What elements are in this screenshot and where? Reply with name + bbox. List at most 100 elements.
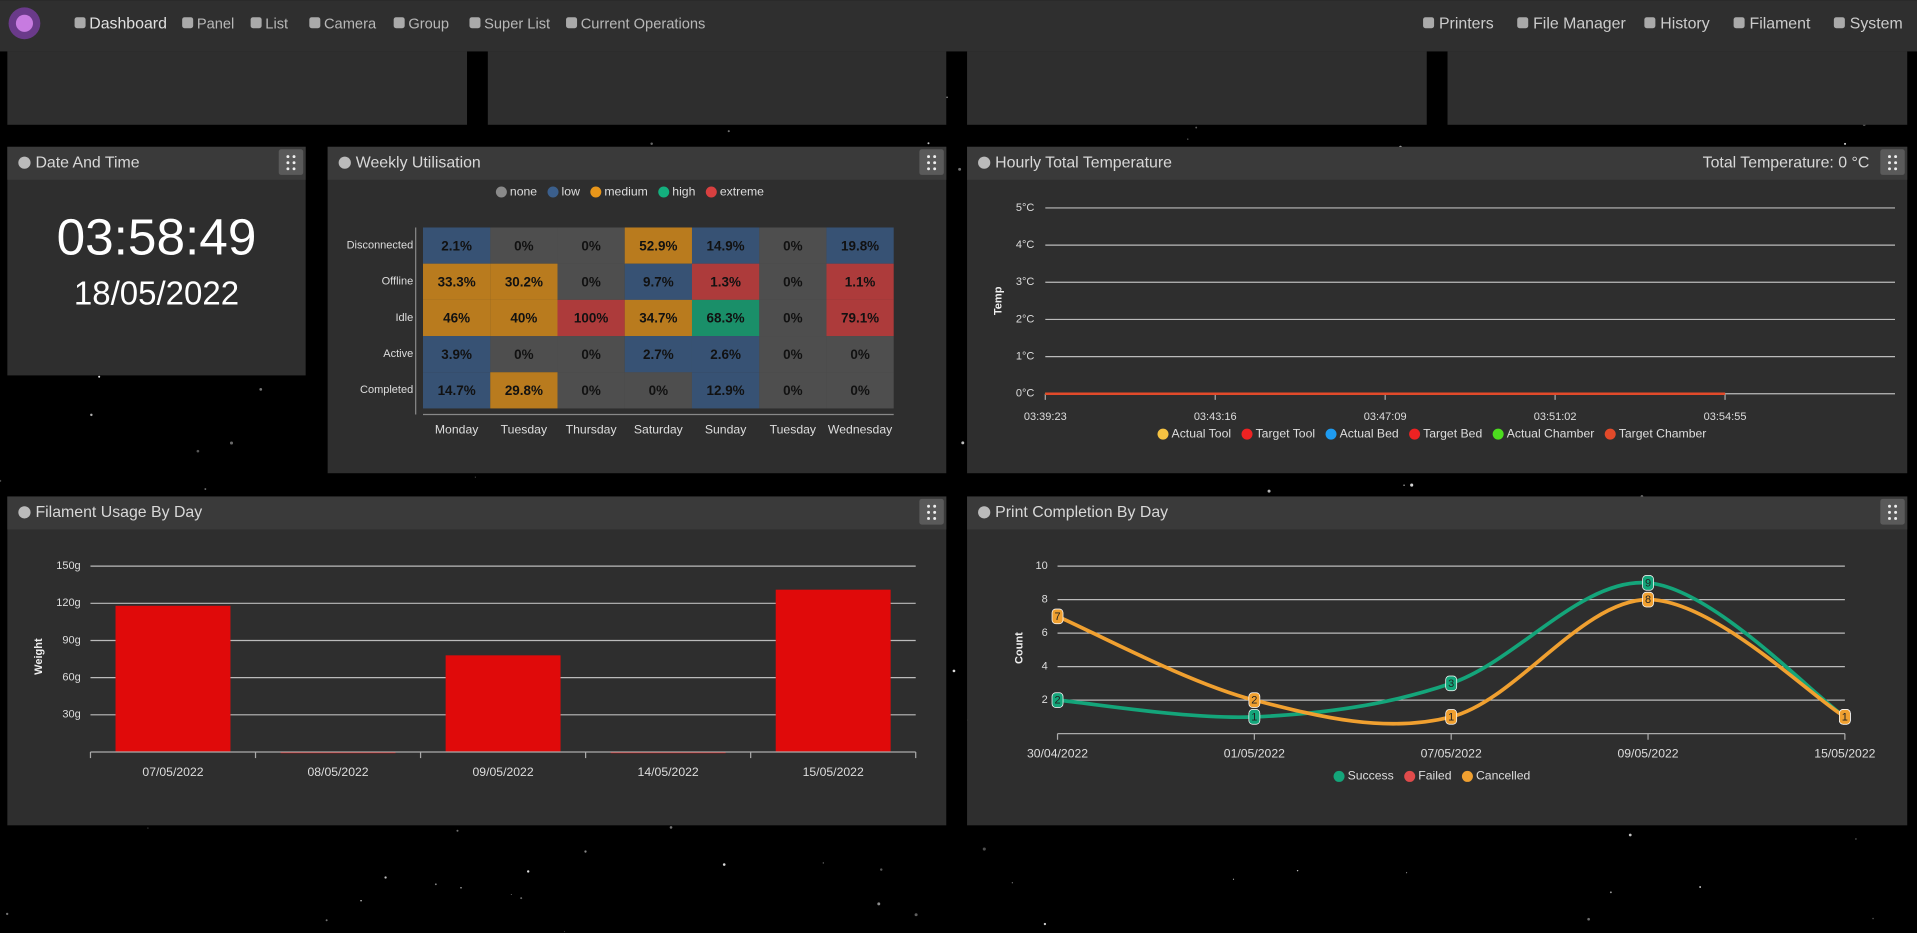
cell-label: 0% bbox=[514, 238, 533, 253]
nav-icon bbox=[1423, 17, 1435, 29]
star bbox=[1406, 872, 1408, 874]
handle-dot bbox=[1894, 155, 1898, 159]
handle-dot bbox=[927, 155, 931, 159]
column-label: Tuesday bbox=[770, 423, 817, 437]
cell-label: 34.7% bbox=[639, 311, 677, 326]
heat-cell bbox=[759, 336, 827, 373]
cell-label: 79.1% bbox=[841, 311, 879, 326]
drag-handle[interactable] bbox=[278, 149, 304, 175]
nav-item[interactable]: History bbox=[1660, 16, 1709, 33]
nav-item[interactable]: Panel bbox=[197, 16, 235, 32]
drag-handle[interactable] bbox=[919, 498, 944, 525]
star bbox=[196, 449, 200, 453]
legend-dot bbox=[658, 186, 670, 198]
cell-label: 0% bbox=[581, 238, 600, 253]
handle-dot bbox=[286, 167, 290, 171]
nav-icon bbox=[182, 17, 194, 29]
nav-item[interactable]: List bbox=[265, 16, 288, 32]
heat-cell bbox=[557, 299, 625, 337]
heat-cell bbox=[490, 336, 558, 373]
nav-item[interactable]: Current Operations bbox=[581, 16, 706, 32]
heat-cell bbox=[624, 227, 692, 264]
star bbox=[1410, 483, 1414, 487]
x-tick-label: 15/05/2022 bbox=[803, 765, 864, 779]
legend-dot bbox=[1604, 428, 1616, 440]
cell-label: 1.1% bbox=[845, 275, 876, 290]
point-marker bbox=[1642, 591, 1654, 608]
nav-item[interactable]: Super List bbox=[484, 16, 550, 32]
point-label: 7 bbox=[1054, 611, 1060, 623]
legend-dot bbox=[1492, 428, 1504, 440]
nav-item[interactable]: Camera bbox=[324, 16, 377, 32]
cell-label: 2.6% bbox=[710, 347, 741, 362]
nav-item[interactable]: Group bbox=[408, 16, 449, 32]
nav-item[interactable]: Filament bbox=[1750, 16, 1811, 33]
row-label: Idle bbox=[395, 312, 413, 324]
heat-cell bbox=[691, 263, 760, 300]
empty-panel bbox=[967, 51, 1427, 125]
legend-label: Failed bbox=[1418, 769, 1451, 783]
star bbox=[946, 96, 948, 99]
heat-cell bbox=[826, 372, 894, 409]
legend-label: Actual Chamber bbox=[1507, 426, 1595, 440]
legend-label: Success bbox=[1348, 769, 1394, 783]
handle-dot bbox=[927, 161, 931, 165]
bar bbox=[775, 589, 891, 752]
y-tick-label: 2 bbox=[1042, 694, 1048, 706]
legend-label: Target Bed bbox=[1423, 426, 1482, 440]
nav-icon bbox=[1833, 17, 1845, 29]
legend-label: low bbox=[562, 184, 581, 198]
row-label: Disconnected bbox=[347, 239, 414, 251]
drag-handle[interactable] bbox=[1880, 149, 1905, 175]
drag-handle[interactable] bbox=[1880, 498, 1905, 525]
nav-item[interactable]: System bbox=[1850, 16, 1903, 33]
star bbox=[958, 167, 962, 171]
nav-icon bbox=[309, 17, 321, 29]
star bbox=[1296, 869, 1299, 872]
x-tick-label: 03:51:02 bbox=[1534, 411, 1577, 423]
y-tick-label: 1°C bbox=[1016, 350, 1035, 362]
star bbox=[877, 902, 881, 906]
star bbox=[584, 850, 587, 853]
nav-icon bbox=[1733, 17, 1745, 29]
heat-cell bbox=[557, 336, 625, 373]
annotation: Total Temperature: 0 °C bbox=[1703, 155, 1870, 172]
nav-item[interactable]: Printers bbox=[1439, 16, 1494, 33]
handle-dot bbox=[1894, 504, 1898, 508]
drag-handle[interactable] bbox=[919, 149, 944, 175]
handle-dot bbox=[933, 510, 937, 514]
heat-cell bbox=[691, 336, 760, 373]
nav-item[interactable]: File Manager bbox=[1533, 16, 1626, 33]
heat-cell bbox=[826, 299, 894, 337]
star bbox=[0, 479, 2, 482]
x-tick-label: 08/05/2022 bbox=[307, 765, 368, 779]
star bbox=[880, 868, 883, 871]
star bbox=[1267, 489, 1271, 493]
cell-label: 33.3% bbox=[438, 275, 476, 290]
panel-title: Print Completion By Day bbox=[995, 504, 1168, 521]
legend-dot bbox=[495, 186, 507, 198]
cell-label: 30.2% bbox=[505, 275, 543, 290]
star bbox=[90, 413, 93, 417]
handle-dot bbox=[1894, 516, 1898, 520]
y-tick-label: 120g bbox=[56, 597, 80, 609]
handle-dot bbox=[933, 504, 937, 508]
cell-label: 19.8% bbox=[841, 238, 879, 253]
star bbox=[527, 870, 530, 873]
nav-item[interactable]: Dashboard bbox=[89, 16, 167, 33]
cell-label: 0% bbox=[783, 311, 802, 326]
star bbox=[384, 876, 387, 879]
star bbox=[650, 142, 653, 146]
heat-cell bbox=[624, 263, 692, 300]
handle-dot bbox=[286, 155, 290, 159]
y-tick-label: 4 bbox=[1042, 661, 1048, 673]
cell-label: 0% bbox=[581, 347, 600, 362]
panel bbox=[967, 146, 1908, 474]
point-label: 3 bbox=[1448, 678, 1454, 690]
heat-cell bbox=[423, 372, 491, 409]
star bbox=[474, 476, 476, 478]
handle-dot bbox=[1888, 155, 1891, 159]
heat-cell bbox=[423, 299, 491, 337]
cell-label: 1.3% bbox=[710, 275, 741, 290]
panel-icon bbox=[978, 156, 991, 169]
